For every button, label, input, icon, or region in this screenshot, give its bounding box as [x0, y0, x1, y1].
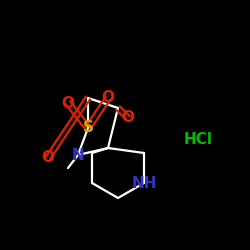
Text: S: S [82, 120, 94, 136]
Text: NH: NH [131, 176, 157, 190]
Text: N: N [72, 148, 85, 162]
Text: O: O [102, 90, 114, 106]
Text: O: O [62, 96, 74, 110]
Text: O: O [122, 110, 134, 126]
Text: O: O [42, 150, 54, 166]
Text: HCl: HCl [184, 132, 212, 148]
